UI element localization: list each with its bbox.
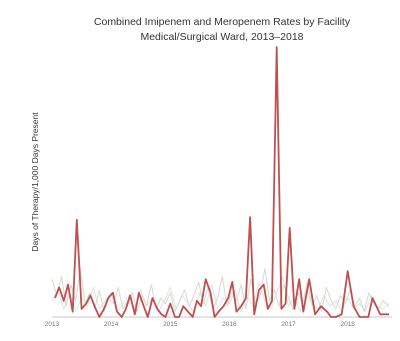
x-tick-label-2018: 2018	[340, 321, 355, 328]
x-tick-label-2014: 2014	[104, 321, 119, 328]
chart-subtitle: Medical/Surgical Ward, 2013–2018	[140, 31, 303, 43]
x-tick-label-2017: 2017	[281, 321, 296, 328]
series-layer	[51, 46, 390, 318]
series-line-highlighted	[54, 46, 389, 318]
y-axis-label: Days of Therapy/1,000 Days Present	[30, 112, 40, 252]
x-tick-label-2016: 2016	[222, 321, 237, 328]
x-tick-labels: 2013 2014 2015 2016 2017 2018	[45, 321, 356, 328]
x-tick-label-2013: 2013	[45, 321, 60, 328]
x-tick-label-2015: 2015	[163, 321, 178, 328]
chart-title: Combined Imipenem and Meropenem Rates by…	[94, 16, 351, 28]
